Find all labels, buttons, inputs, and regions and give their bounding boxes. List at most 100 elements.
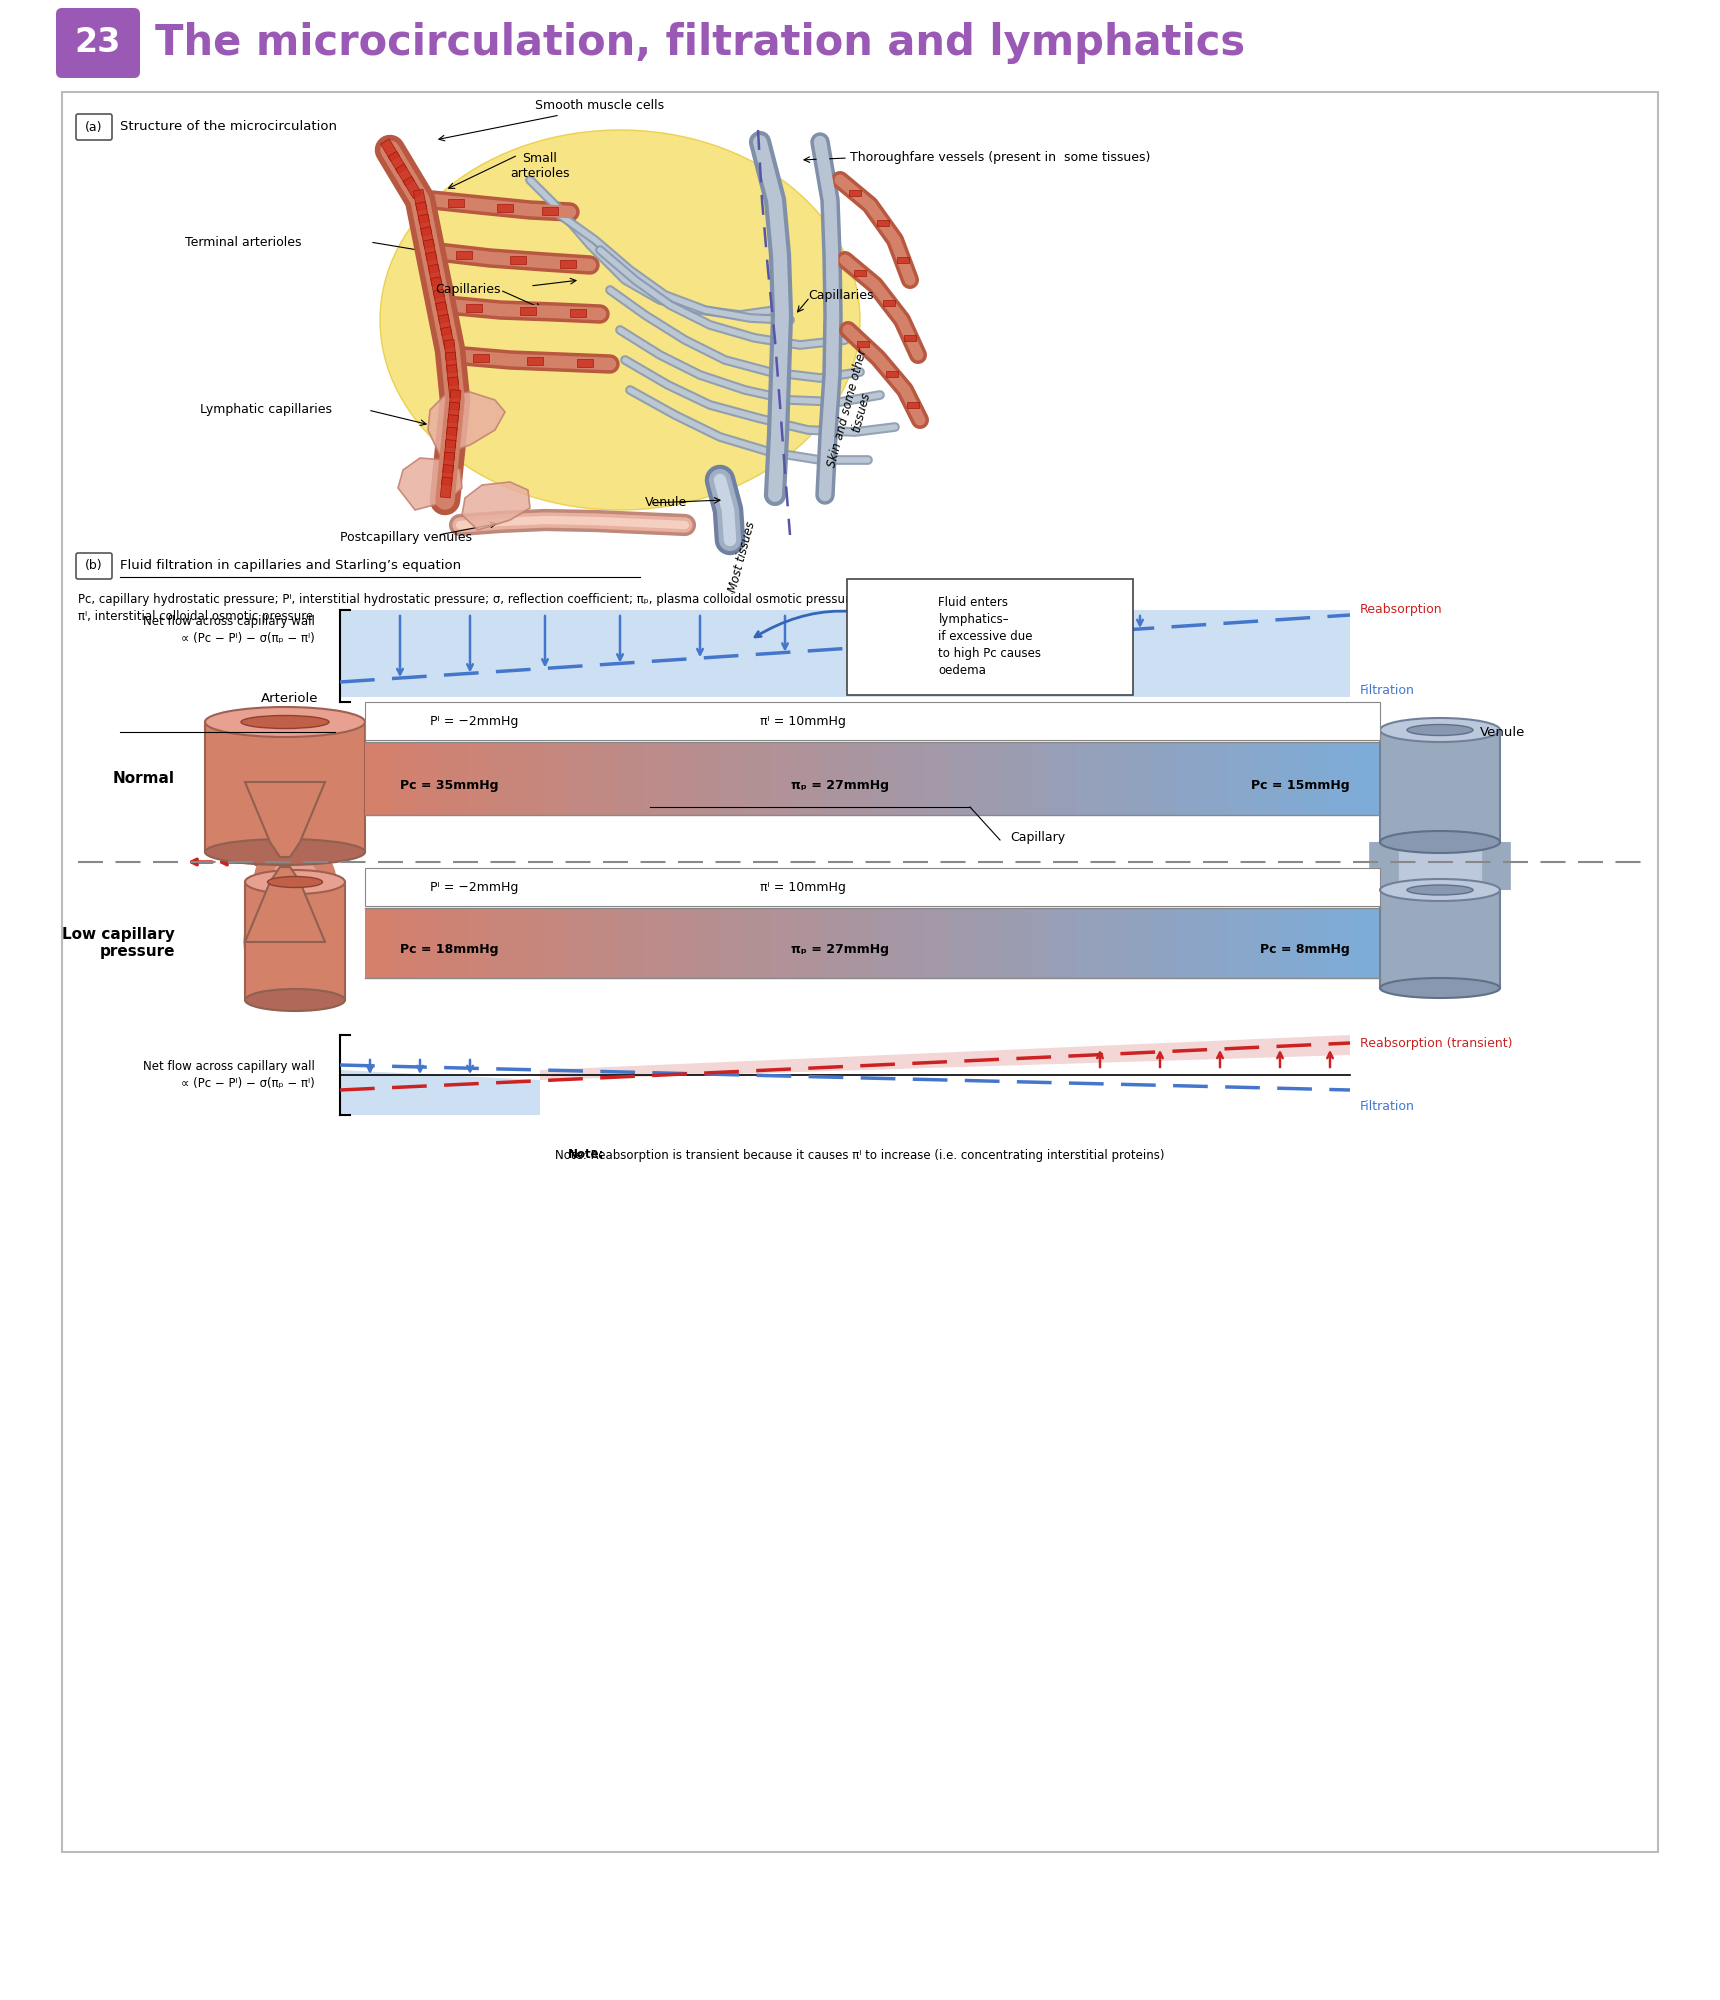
Bar <box>445 428 458 448</box>
Bar <box>447 198 464 206</box>
Polygon shape <box>540 1036 1350 1080</box>
Bar <box>456 250 471 258</box>
Bar <box>559 260 576 268</box>
Bar <box>430 276 444 298</box>
Bar <box>425 252 439 274</box>
Bar <box>509 256 526 264</box>
Ellipse shape <box>1379 978 1500 998</box>
Text: Reabsorption (transient): Reabsorption (transient) <box>1361 1036 1512 1050</box>
Bar <box>1330 742 1355 816</box>
Bar <box>974 908 1001 978</box>
Bar <box>442 464 454 486</box>
Bar <box>1176 908 1204 978</box>
Bar <box>1051 908 1077 978</box>
FancyBboxPatch shape <box>365 868 1379 906</box>
Bar <box>576 360 593 368</box>
Bar <box>974 742 1001 816</box>
Bar <box>444 440 456 460</box>
Bar <box>1304 908 1330 978</box>
Bar <box>1202 742 1228 816</box>
Bar <box>466 908 494 978</box>
Bar <box>447 402 459 422</box>
Bar <box>669 908 697 978</box>
Bar <box>669 742 697 816</box>
Bar <box>466 742 494 816</box>
Bar <box>872 742 900 816</box>
Bar <box>905 334 917 340</box>
Bar <box>1304 742 1330 816</box>
Text: Most tissues: Most tissues <box>726 520 759 594</box>
Bar <box>439 314 452 336</box>
Bar <box>746 908 772 978</box>
Bar <box>518 908 544 978</box>
Text: Capillary: Capillary <box>1010 830 1065 844</box>
Bar <box>569 308 585 316</box>
Bar <box>848 908 874 978</box>
Bar <box>593 742 619 816</box>
FancyBboxPatch shape <box>365 702 1379 740</box>
Bar <box>882 300 894 306</box>
Bar <box>1278 742 1305 816</box>
Bar <box>924 742 949 816</box>
Text: Low capillary
pressure: Low capillary pressure <box>62 926 175 960</box>
FancyBboxPatch shape <box>244 882 346 1000</box>
Bar <box>440 478 452 498</box>
Text: Smooth muscle cells: Smooth muscle cells <box>535 98 664 112</box>
Bar <box>619 742 645 816</box>
FancyBboxPatch shape <box>205 722 365 852</box>
Bar <box>949 908 975 978</box>
Bar <box>1176 742 1204 816</box>
Text: Fluid filtration in capillaries and Starling’s equation: Fluid filtration in capillaries and Star… <box>120 560 461 572</box>
Bar <box>390 742 416 816</box>
Text: Reabsorption: Reabsorption <box>1361 604 1443 616</box>
Bar <box>619 908 645 978</box>
Bar <box>1025 908 1051 978</box>
Text: Arteriole: Arteriole <box>261 692 318 706</box>
Bar <box>421 226 435 248</box>
Bar <box>721 742 746 816</box>
Bar <box>1152 908 1178 978</box>
Bar <box>721 908 746 978</box>
FancyBboxPatch shape <box>57 8 139 78</box>
Bar <box>542 208 557 214</box>
Bar <box>440 326 454 348</box>
Text: Thoroughfare vessels (present in  some tissues): Thoroughfare vessels (present in some ti… <box>850 152 1151 164</box>
Ellipse shape <box>1379 832 1500 852</box>
Bar <box>1051 742 1077 816</box>
Ellipse shape <box>205 840 365 864</box>
FancyBboxPatch shape <box>1379 890 1500 988</box>
Bar <box>433 290 447 310</box>
Ellipse shape <box>1407 724 1472 736</box>
Ellipse shape <box>1407 884 1472 896</box>
Bar <box>1355 742 1381 816</box>
Text: Capillaries: Capillaries <box>435 284 501 296</box>
Bar <box>428 264 442 286</box>
Text: Small
arterioles: Small arterioles <box>511 152 569 180</box>
Bar <box>771 742 798 816</box>
Text: Venule: Venule <box>645 496 688 510</box>
Polygon shape <box>428 392 506 456</box>
FancyBboxPatch shape <box>846 580 1133 696</box>
FancyBboxPatch shape <box>76 114 112 140</box>
Polygon shape <box>397 458 463 510</box>
Bar <box>1127 742 1152 816</box>
Text: Filtration: Filtration <box>1361 1100 1416 1114</box>
Polygon shape <box>244 868 325 942</box>
Bar <box>466 304 482 312</box>
Text: Capillaries: Capillaries <box>808 288 874 302</box>
Text: Net flow across capillary wall
∝ (Pᴄ − Pᴵ) − σ(πₚ − πᴵ): Net flow across capillary wall ∝ (Pᴄ − P… <box>143 1060 315 1090</box>
Bar <box>898 742 924 816</box>
Bar <box>416 202 430 224</box>
Text: Skin and some other
tissues: Skin and some other tissues <box>826 348 884 472</box>
Bar <box>924 908 949 978</box>
Text: Lymphatic capillaries: Lymphatic capillaries <box>200 404 332 416</box>
Text: Fluid enters
lymphatics–
if excessive due
to high Pᴄ causes
oedema: Fluid enters lymphatics– if excessive du… <box>939 596 1042 678</box>
Bar <box>418 214 432 236</box>
Text: πₚ = 27mmHg: πₚ = 27mmHg <box>791 780 889 792</box>
Bar <box>440 908 468 978</box>
Bar <box>1228 908 1254 978</box>
Bar <box>519 306 535 314</box>
Bar <box>593 908 619 978</box>
Text: Terminal arterioles: Terminal arterioles <box>186 236 301 248</box>
Bar <box>542 908 569 978</box>
